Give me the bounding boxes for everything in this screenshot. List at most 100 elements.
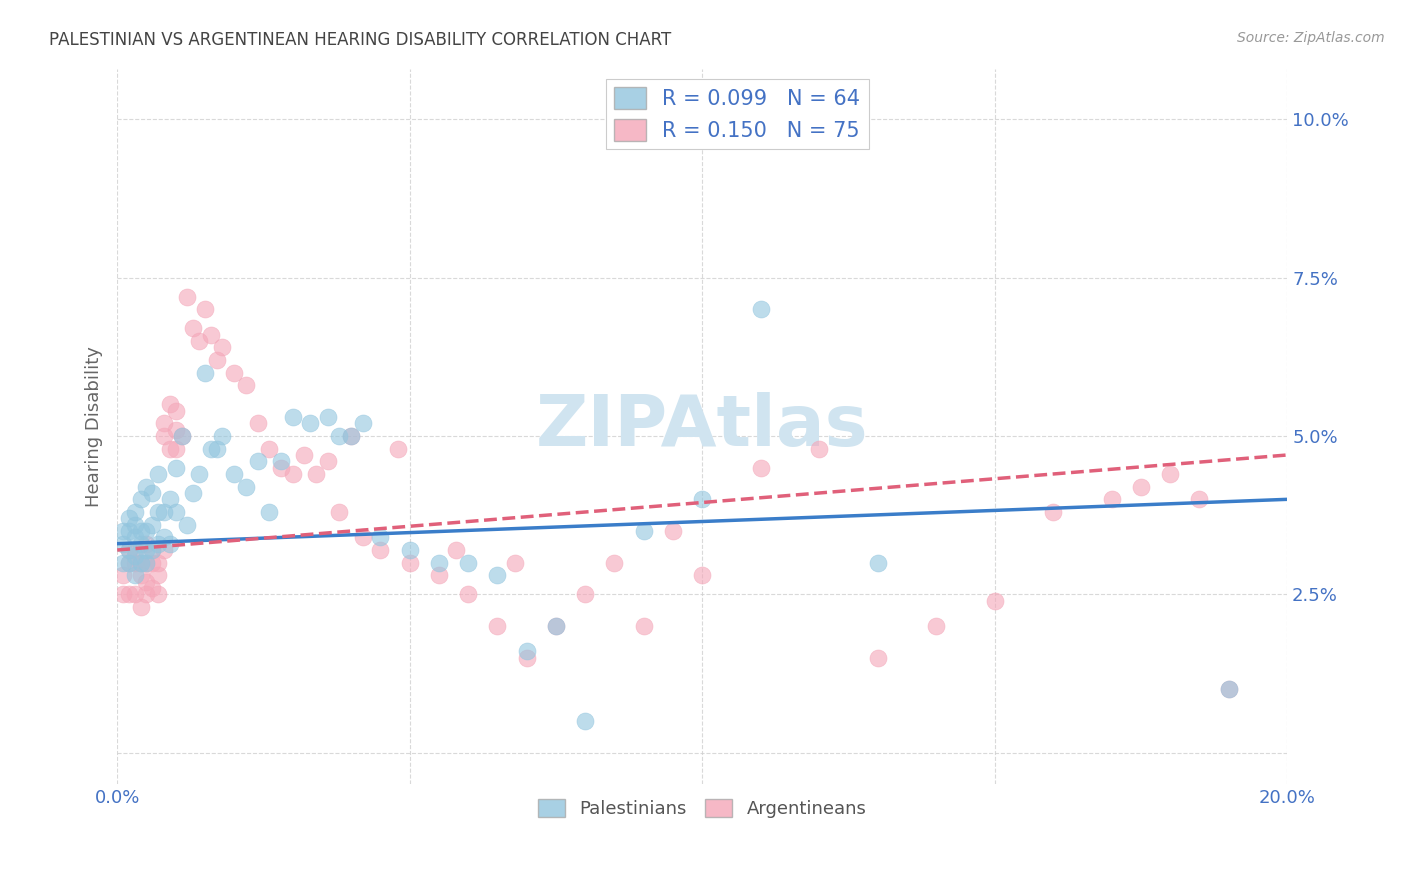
Point bbox=[925, 619, 948, 633]
Point bbox=[118, 587, 141, 601]
Point bbox=[141, 543, 163, 558]
Point bbox=[305, 467, 328, 481]
Point bbox=[281, 467, 304, 481]
Point bbox=[690, 492, 713, 507]
Point bbox=[200, 442, 222, 456]
Point bbox=[574, 587, 596, 601]
Point bbox=[135, 524, 157, 538]
Point bbox=[387, 442, 409, 456]
Point bbox=[165, 505, 187, 519]
Point bbox=[200, 327, 222, 342]
Point bbox=[340, 429, 363, 443]
Point bbox=[352, 530, 374, 544]
Point bbox=[124, 517, 146, 532]
Point bbox=[983, 593, 1005, 607]
Point bbox=[544, 619, 567, 633]
Point bbox=[808, 442, 831, 456]
Text: ZIPAtlas: ZIPAtlas bbox=[536, 392, 869, 461]
Point bbox=[181, 321, 204, 335]
Point bbox=[118, 543, 141, 558]
Point bbox=[662, 524, 685, 538]
Point bbox=[112, 537, 135, 551]
Point bbox=[153, 429, 176, 443]
Point bbox=[146, 467, 169, 481]
Point bbox=[159, 537, 181, 551]
Point bbox=[129, 600, 152, 615]
Point bbox=[574, 714, 596, 728]
Point bbox=[503, 556, 526, 570]
Point bbox=[316, 409, 339, 424]
Point bbox=[112, 587, 135, 601]
Point bbox=[544, 619, 567, 633]
Point bbox=[153, 543, 176, 558]
Point bbox=[328, 505, 350, 519]
Point bbox=[159, 397, 181, 411]
Point bbox=[457, 587, 479, 601]
Point bbox=[516, 644, 538, 658]
Point bbox=[124, 587, 146, 601]
Point bbox=[633, 524, 655, 538]
Point bbox=[427, 568, 450, 582]
Point bbox=[165, 460, 187, 475]
Point bbox=[749, 302, 772, 317]
Point bbox=[292, 448, 315, 462]
Point bbox=[124, 568, 146, 582]
Point bbox=[427, 556, 450, 570]
Point bbox=[135, 480, 157, 494]
Point bbox=[112, 556, 135, 570]
Point bbox=[124, 530, 146, 544]
Point bbox=[603, 556, 626, 570]
Point bbox=[205, 353, 228, 368]
Point bbox=[165, 423, 187, 437]
Point bbox=[176, 290, 198, 304]
Point bbox=[224, 366, 246, 380]
Point bbox=[516, 650, 538, 665]
Point bbox=[141, 581, 163, 595]
Point bbox=[866, 556, 889, 570]
Point bbox=[146, 556, 169, 570]
Point bbox=[170, 429, 193, 443]
Point bbox=[270, 460, 292, 475]
Point bbox=[146, 587, 169, 601]
Point bbox=[224, 467, 246, 481]
Point bbox=[118, 556, 141, 570]
Point bbox=[235, 480, 257, 494]
Point bbox=[299, 417, 322, 431]
Point bbox=[211, 340, 233, 354]
Point bbox=[112, 524, 135, 538]
Point bbox=[129, 524, 152, 538]
Point bbox=[1188, 492, 1211, 507]
Point bbox=[749, 460, 772, 475]
Point bbox=[328, 429, 350, 443]
Point bbox=[205, 442, 228, 456]
Point bbox=[129, 556, 152, 570]
Point bbox=[170, 429, 193, 443]
Point bbox=[446, 543, 468, 558]
Point bbox=[1218, 682, 1240, 697]
Point bbox=[690, 568, 713, 582]
Point bbox=[118, 556, 141, 570]
Point bbox=[159, 492, 181, 507]
Point bbox=[124, 543, 146, 558]
Point bbox=[352, 417, 374, 431]
Point bbox=[1042, 505, 1064, 519]
Point bbox=[165, 403, 187, 417]
Point bbox=[141, 556, 163, 570]
Point bbox=[124, 505, 146, 519]
Point bbox=[129, 556, 152, 570]
Point bbox=[135, 556, 157, 570]
Point bbox=[188, 467, 211, 481]
Point bbox=[370, 543, 392, 558]
Point bbox=[146, 568, 169, 582]
Point bbox=[1218, 682, 1240, 697]
Text: PALESTINIAN VS ARGENTINEAN HEARING DISABILITY CORRELATION CHART: PALESTINIAN VS ARGENTINEAN HEARING DISAB… bbox=[49, 31, 672, 49]
Point bbox=[141, 486, 163, 500]
Point bbox=[246, 454, 269, 468]
Point bbox=[118, 524, 141, 538]
Point bbox=[398, 556, 420, 570]
Point bbox=[398, 543, 420, 558]
Point bbox=[135, 543, 157, 558]
Text: Source: ZipAtlas.com: Source: ZipAtlas.com bbox=[1237, 31, 1385, 45]
Point bbox=[370, 530, 392, 544]
Point bbox=[1159, 467, 1181, 481]
